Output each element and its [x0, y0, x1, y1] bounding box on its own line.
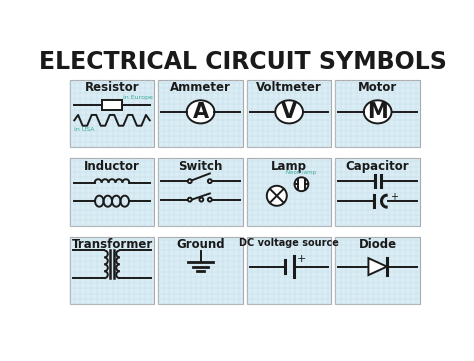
FancyBboxPatch shape	[70, 158, 155, 226]
Circle shape	[208, 179, 212, 183]
Bar	[102, 100, 122, 109]
Text: Ground: Ground	[176, 238, 225, 251]
FancyBboxPatch shape	[335, 236, 420, 304]
Circle shape	[267, 186, 287, 206]
Text: ELECTRICAL CIRCUIT SYMBOLS: ELECTRICAL CIRCUIT SYMBOLS	[39, 50, 447, 74]
Circle shape	[188, 179, 191, 183]
Ellipse shape	[187, 100, 214, 123]
FancyBboxPatch shape	[335, 158, 420, 226]
FancyBboxPatch shape	[247, 79, 331, 147]
Text: M: M	[367, 102, 388, 122]
Text: Motor: Motor	[358, 81, 397, 94]
FancyBboxPatch shape	[247, 158, 331, 226]
Text: in Europe: in Europe	[123, 95, 153, 100]
Text: Voltmeter: Voltmeter	[256, 81, 322, 94]
Text: Inductor: Inductor	[84, 160, 140, 173]
Text: DC voltage source: DC voltage source	[239, 238, 339, 248]
Text: Lamp: Lamp	[271, 160, 307, 173]
FancyBboxPatch shape	[247, 236, 331, 304]
Text: in USA: in USA	[74, 127, 95, 132]
Circle shape	[294, 177, 309, 191]
FancyBboxPatch shape	[70, 236, 155, 304]
Polygon shape	[368, 258, 387, 275]
Text: V: V	[281, 102, 297, 122]
Text: Neon lamp: Neon lamp	[286, 170, 317, 175]
Ellipse shape	[275, 100, 303, 123]
Text: Capacitor: Capacitor	[346, 160, 410, 173]
Text: Switch: Switch	[178, 160, 223, 173]
FancyBboxPatch shape	[335, 79, 420, 147]
Text: +: +	[390, 192, 398, 201]
FancyBboxPatch shape	[158, 236, 243, 304]
Circle shape	[188, 198, 191, 201]
Text: A: A	[192, 102, 209, 122]
Text: Resistor: Resistor	[85, 81, 139, 94]
Ellipse shape	[364, 100, 392, 123]
Text: Ammeter: Ammeter	[170, 81, 231, 94]
Text: +: +	[297, 254, 306, 264]
FancyBboxPatch shape	[70, 79, 155, 147]
FancyBboxPatch shape	[158, 79, 243, 147]
Circle shape	[200, 198, 203, 201]
FancyBboxPatch shape	[158, 158, 243, 226]
Text: Transformer: Transformer	[72, 238, 153, 251]
Circle shape	[208, 198, 212, 201]
Text: Diode: Diode	[359, 238, 397, 251]
